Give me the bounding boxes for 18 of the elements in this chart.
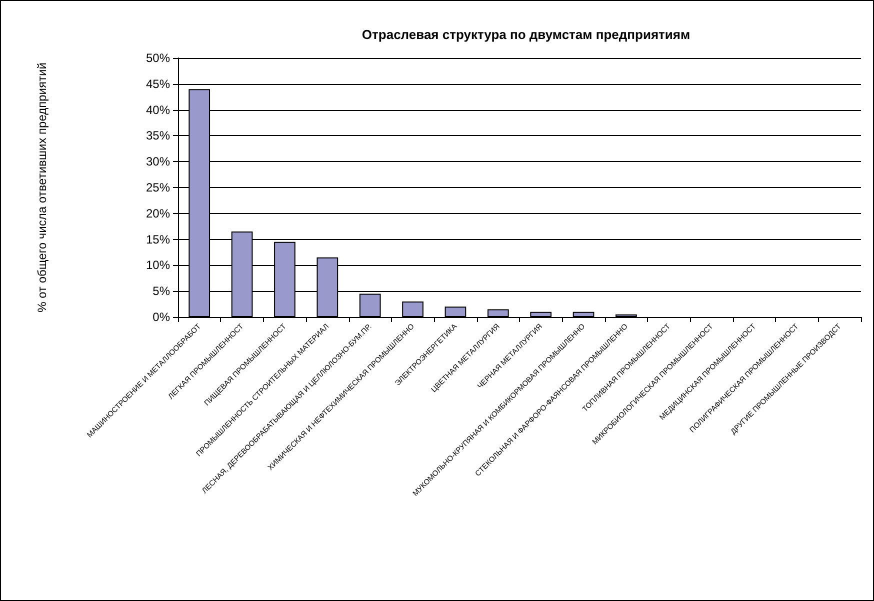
y-tick-label: 5%: [152, 284, 170, 298]
bar: [444, 306, 466, 317]
y-tick-label: 10%: [146, 258, 170, 272]
y-tick-label: 30%: [146, 154, 170, 169]
y-tick-label: 35%: [146, 128, 170, 143]
y-tick-label: 50%: [146, 51, 170, 65]
y-tick-label: 15%: [146, 232, 170, 246]
bar: [530, 312, 552, 317]
y-tick-label: 25%: [146, 180, 170, 194]
y-tick-label: 0%: [152, 310, 170, 324]
bar: [572, 312, 594, 317]
y-tick-label: 40%: [146, 102, 170, 117]
y-tick-label: 20%: [146, 206, 170, 220]
y-tick-label: 45%: [146, 76, 170, 91]
y-axis-title: % от общего числа ответивших предприятий: [35, 62, 49, 312]
bar: [487, 309, 509, 317]
chart-title: Отраслевая структура по двумстам предприятиям: [362, 27, 690, 42]
bar: [402, 301, 424, 317]
